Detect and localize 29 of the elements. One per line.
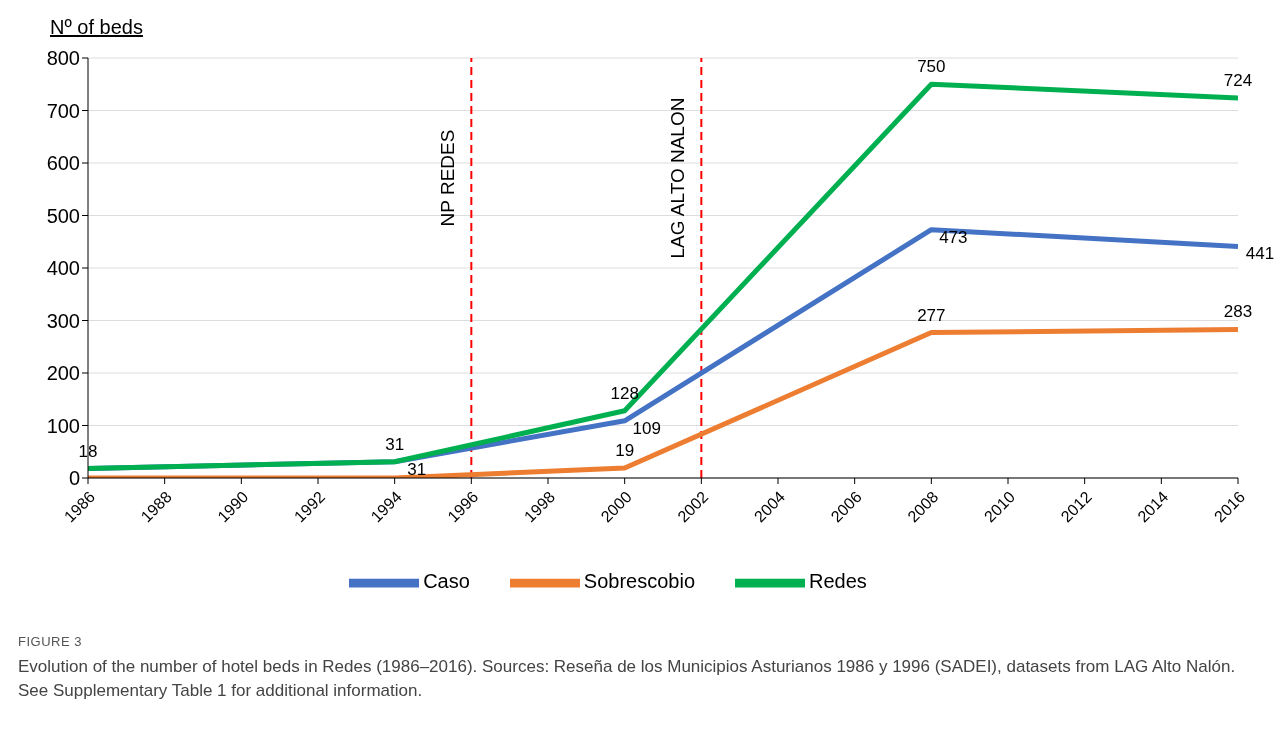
ref-line-label: NP REDES — [437, 129, 459, 227]
data-label: 19 — [615, 441, 635, 461]
data-label: 441 — [1245, 244, 1275, 264]
data-label: 750 — [917, 57, 946, 77]
y-tick-label: 200 — [46, 362, 80, 385]
data-label: 18 — [78, 441, 98, 461]
legend-label: Sobrescobio — [583, 570, 696, 593]
y-tick-label: 100 — [46, 414, 80, 437]
text: FIGURE 3 — [17, 634, 83, 649]
data-label: 473 — [939, 227, 968, 247]
y-tick-label: 400 — [46, 257, 80, 280]
text: Evolution of the number of hotel beds in Redes (1986–2016). Sources: Reseña de los Municipios Asturianos 1986 y 1996 (SADEI), datasets from LAG Alto Nalón. See Supplementary Table 1 for additional information. — [17, 656, 1237, 702]
legend-label: Redes — [809, 570, 867, 593]
y-tick-label: 0 — [68, 467, 80, 490]
legend-label: Caso — [423, 570, 470, 593]
data-label: 724 — [1223, 70, 1253, 90]
y-tick-label: 700 — [46, 99, 80, 122]
data-label: 31 — [407, 459, 427, 479]
y-tick-label: 300 — [46, 309, 80, 332]
y-tick-label: 500 — [46, 204, 80, 227]
data-label: 31 — [385, 434, 405, 454]
ref-line-label: LAG ALTO NALON — [667, 97, 689, 259]
y-tick-label: 800 — [46, 47, 80, 70]
y-tick-label: 600 — [46, 152, 80, 175]
data-label: 283 — [1223, 302, 1253, 322]
data-label: 277 — [917, 305, 946, 325]
data-label: 128 — [610, 383, 639, 403]
data-label: 109 — [632, 418, 661, 438]
y-axis-title: Nº of beds — [50, 16, 143, 39]
